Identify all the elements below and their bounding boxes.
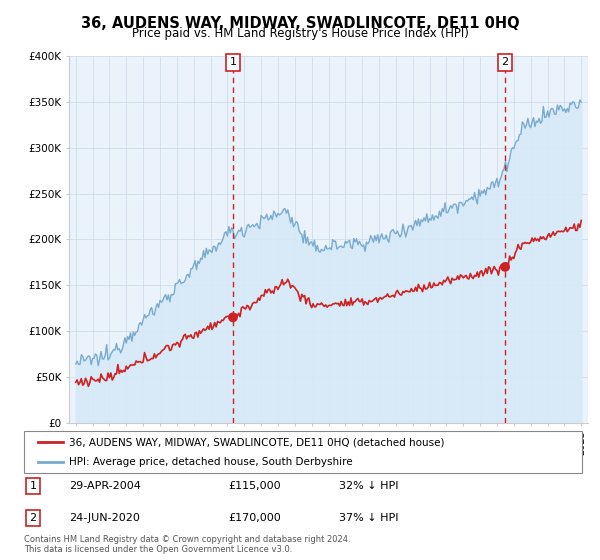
Text: 36, AUDENS WAY, MIDWAY, SWADLINCOTE, DE11 0HQ: 36, AUDENS WAY, MIDWAY, SWADLINCOTE, DE1… (80, 16, 520, 31)
Text: 2: 2 (29, 513, 37, 523)
Text: Contains HM Land Registry data © Crown copyright and database right 2024.
This d: Contains HM Land Registry data © Crown c… (24, 535, 350, 554)
Text: £115,000: £115,000 (228, 481, 281, 491)
Text: £170,000: £170,000 (228, 513, 281, 523)
Point (500, 263, 510, 272)
Point (228, 313, 238, 322)
Text: HPI: Average price, detached house, South Derbyshire: HPI: Average price, detached house, Sout… (68, 458, 352, 467)
FancyBboxPatch shape (24, 431, 582, 473)
Text: 24-JUN-2020: 24-JUN-2020 (69, 513, 140, 523)
Text: 29-APR-2004: 29-APR-2004 (69, 481, 141, 491)
Text: 36, AUDENS WAY, MIDWAY, SWADLINCOTE, DE11 0HQ (detached house): 36, AUDENS WAY, MIDWAY, SWADLINCOTE, DE1… (68, 437, 444, 447)
Text: 2: 2 (502, 58, 509, 67)
Text: 1: 1 (229, 58, 236, 67)
Text: Price paid vs. HM Land Registry's House Price Index (HPI): Price paid vs. HM Land Registry's House … (131, 27, 469, 40)
Text: 1: 1 (29, 481, 37, 491)
Text: 32% ↓ HPI: 32% ↓ HPI (339, 481, 398, 491)
Text: 37% ↓ HPI: 37% ↓ HPI (339, 513, 398, 523)
